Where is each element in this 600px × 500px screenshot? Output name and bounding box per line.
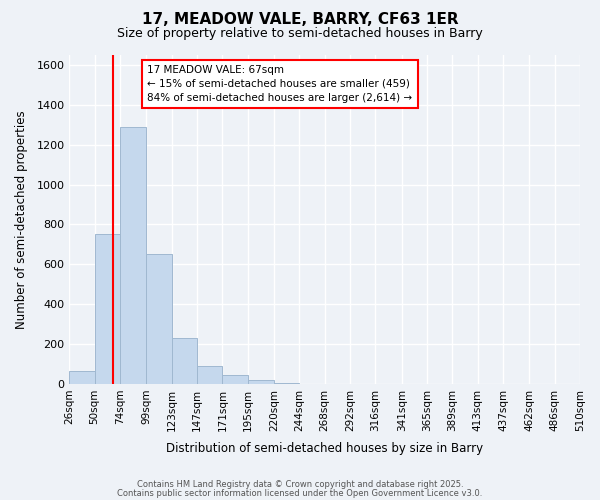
Bar [223,375,248,384]
Text: Contains HM Land Registry data © Crown copyright and database right 2025.: Contains HM Land Registry data © Crown c… [137,480,463,489]
Bar [248,380,274,384]
Text: Size of property relative to semi-detached houses in Barry: Size of property relative to semi-detach… [117,28,483,40]
X-axis label: Distribution of semi-detached houses by size in Barry: Distribution of semi-detached houses by … [166,442,483,455]
Bar [120,127,146,384]
Text: 17 MEADOW VALE: 67sqm
← 15% of semi-detached houses are smaller (459)
84% of sem: 17 MEADOW VALE: 67sqm ← 15% of semi-deta… [148,65,413,103]
Text: Contains public sector information licensed under the Open Government Licence v3: Contains public sector information licen… [118,488,482,498]
Bar [95,234,120,384]
Y-axis label: Number of semi-detached properties: Number of semi-detached properties [15,110,28,329]
Bar [70,371,95,384]
Bar [274,383,299,384]
Bar [197,366,223,384]
Text: 17, MEADOW VALE, BARRY, CF63 1ER: 17, MEADOW VALE, BARRY, CF63 1ER [142,12,458,28]
Bar [172,338,197,384]
Bar [146,254,172,384]
